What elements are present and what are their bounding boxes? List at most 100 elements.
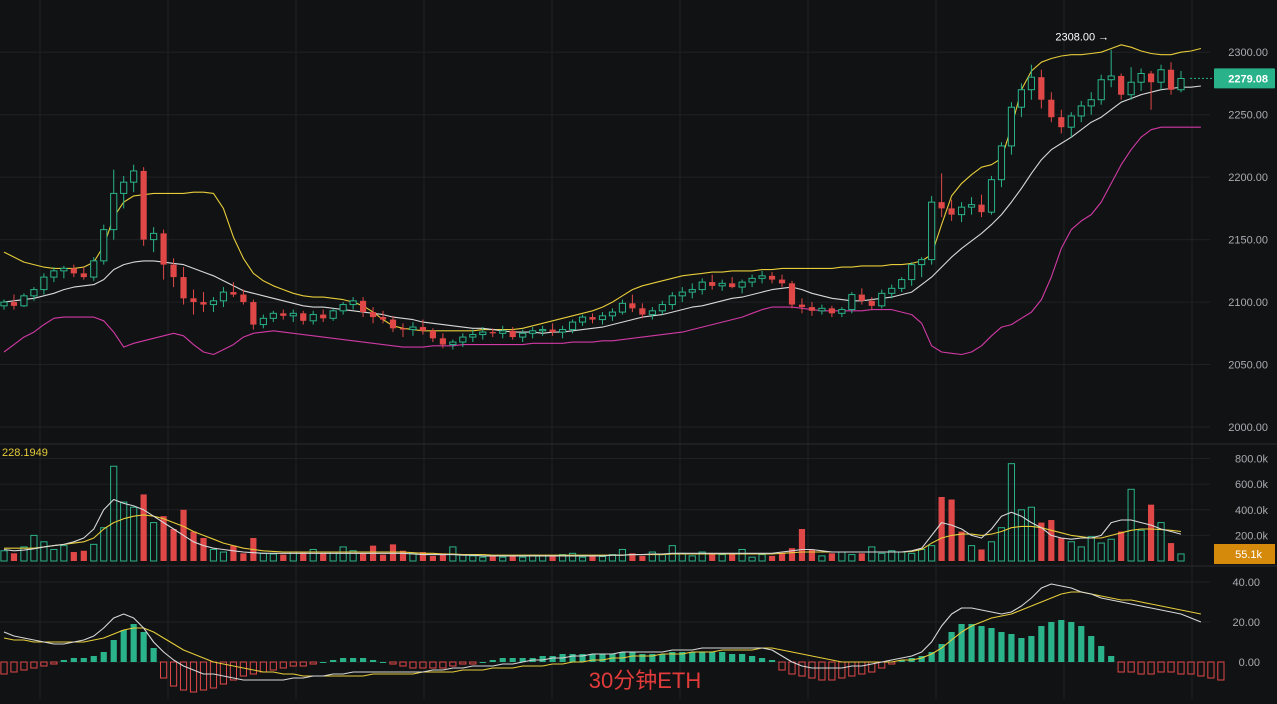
volume-bar[interactable] <box>1077 546 1085 562</box>
candle[interactable] <box>110 169 118 240</box>
macd-histogram-bar[interactable] <box>320 662 327 663</box>
volume-bar[interactable] <box>40 541 48 562</box>
volume-bar[interactable] <box>568 552 577 562</box>
macd-histogram-bar[interactable] <box>519 658 526 662</box>
candle[interactable] <box>469 329 477 343</box>
macd-histogram-bar[interactable] <box>1177 661 1185 675</box>
candle[interactable] <box>908 262 916 286</box>
candle[interactable] <box>778 274 786 288</box>
volume-bar[interactable] <box>80 550 87 561</box>
candle[interactable] <box>529 327 537 339</box>
volume-bar[interactable] <box>578 556 587 562</box>
macd-histogram-bar[interactable] <box>579 654 586 662</box>
macd-histogram-bar[interactable] <box>1157 661 1165 673</box>
candle[interactable] <box>1077 100 1085 123</box>
volume-bar[interactable] <box>758 554 766 562</box>
macd-histogram-bar[interactable] <box>1117 661 1125 673</box>
volume-bar[interactable] <box>219 551 228 562</box>
macd-histogram-bar[interactable] <box>1018 638 1025 662</box>
candle[interactable] <box>1058 109 1065 134</box>
volume-bar[interactable] <box>1038 522 1045 561</box>
volume-bar[interactable] <box>230 545 237 561</box>
candle[interactable] <box>209 297 218 313</box>
volume-bar[interactable] <box>1177 553 1185 562</box>
macd-panel[interactable] <box>0 583 1225 693</box>
volume-bar[interactable] <box>1147 504 1155 561</box>
candle[interactable] <box>219 287 228 308</box>
macd-histogram-bar[interactable] <box>369 660 377 662</box>
macd-histogram-bar[interactable] <box>70 658 77 662</box>
candle[interactable] <box>997 142 1006 188</box>
candle[interactable] <box>1097 74 1105 105</box>
volume-bar[interactable] <box>209 548 218 562</box>
candle[interactable] <box>888 284 896 299</box>
macd-histogram-bar[interactable] <box>968 624 975 662</box>
candle[interactable] <box>50 267 58 283</box>
volume-bar[interactable] <box>549 556 556 561</box>
candle[interactable] <box>568 319 577 334</box>
candle[interactable] <box>539 325 547 336</box>
macd-histogram-bar[interactable] <box>898 660 905 662</box>
macd-histogram-bar[interactable] <box>778 661 786 671</box>
candle[interactable] <box>339 302 347 315</box>
macd-histogram-bar[interactable] <box>1078 626 1085 662</box>
volume-bar[interactable] <box>1058 537 1065 561</box>
macd-histogram-bar[interactable] <box>858 661 866 675</box>
candle[interactable] <box>1137 68 1145 91</box>
macd-histogram-bar[interactable] <box>1048 622 1055 662</box>
volume-bar[interactable] <box>269 553 277 562</box>
macd-histogram-bar[interactable] <box>1167 661 1175 673</box>
candle[interactable] <box>838 307 846 318</box>
candle[interactable] <box>918 257 926 278</box>
candle[interactable] <box>848 292 856 314</box>
candle[interactable] <box>978 194 985 218</box>
macd-histogram-bar[interactable] <box>209 661 218 689</box>
volume-bar[interactable] <box>698 551 706 562</box>
volume-bar[interactable] <box>70 552 77 561</box>
candle[interactable] <box>878 289 886 309</box>
candle[interactable] <box>320 309 327 323</box>
candle[interactable] <box>300 310 307 325</box>
macd-histogram-bar[interactable] <box>289 661 297 667</box>
macd-histogram-bar[interactable] <box>938 644 945 662</box>
macd-histogram-bar[interactable] <box>279 661 287 669</box>
volume-bar[interactable] <box>748 556 756 562</box>
macd-histogram-bar[interactable] <box>499 658 506 662</box>
macd-histogram-bar[interactable] <box>619 652 626 662</box>
volume-bar[interactable] <box>60 545 68 562</box>
volume-bar[interactable] <box>519 556 527 562</box>
macd-histogram-bar[interactable] <box>758 658 766 662</box>
candle[interactable] <box>150 227 158 253</box>
volume-bar[interactable] <box>967 545 976 562</box>
macd-histogram-bar[interactable] <box>309 661 317 665</box>
candle[interactable] <box>678 287 686 303</box>
macd-histogram-bar[interactable] <box>469 661 477 665</box>
volume-bar[interactable] <box>958 531 965 561</box>
macd-histogram-bar[interactable] <box>80 658 87 662</box>
volume-bar[interactable] <box>997 527 1006 562</box>
volume-bar[interactable] <box>987 541 996 562</box>
macd-histogram-bar[interactable] <box>399 661 407 667</box>
volume-bar[interactable] <box>828 553 835 561</box>
candle[interactable] <box>280 309 287 320</box>
candle[interactable] <box>429 328 436 343</box>
macd-histogram-bar[interactable] <box>179 661 188 691</box>
volume-bar[interactable] <box>50 548 58 562</box>
macd-histogram-bar[interactable] <box>1217 661 1225 681</box>
macd-histogram-bar[interactable] <box>1098 646 1105 662</box>
candle[interactable] <box>768 272 776 284</box>
candle[interactable] <box>898 277 906 293</box>
volume-bar[interactable] <box>150 522 158 562</box>
macd-histogram-bar[interactable] <box>798 661 806 677</box>
macd-histogram-bar[interactable] <box>169 661 178 687</box>
volume-bar[interactable] <box>0 550 8 562</box>
candle[interactable] <box>100 224 108 265</box>
macd-histogram-bar[interactable] <box>1147 661 1155 675</box>
volume-bar[interactable] <box>419 552 427 561</box>
macd-histogram-bar[interactable] <box>699 652 706 662</box>
macd-histogram-bar[interactable] <box>449 661 457 667</box>
macd-histogram-bar[interactable] <box>1058 620 1065 662</box>
volume-bar[interactable] <box>10 553 18 561</box>
candle[interactable] <box>1177 70 1185 93</box>
